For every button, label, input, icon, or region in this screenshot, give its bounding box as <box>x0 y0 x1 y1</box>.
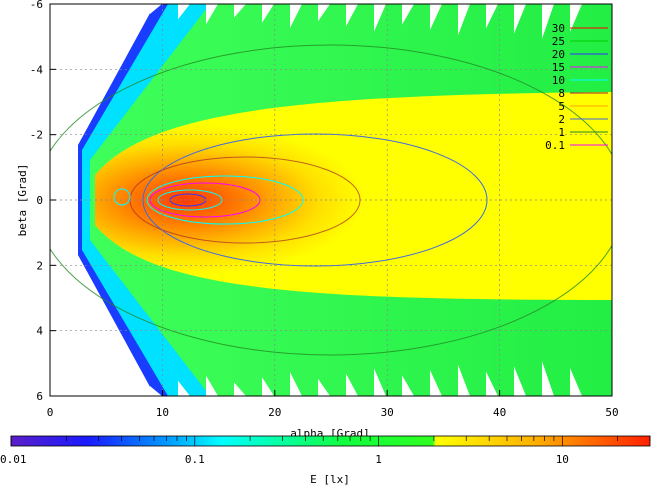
notch-bottom <box>374 368 386 396</box>
notch-bottom <box>514 366 526 396</box>
notch-top <box>430 4 442 30</box>
legend-label: 1 <box>558 126 565 139</box>
notch-bottom <box>234 382 246 396</box>
colorbar: 0.01 0.1 1 10 E [lx] <box>0 435 651 486</box>
legend-label: 15 <box>552 61 565 74</box>
notch-top <box>234 4 246 18</box>
x-tick-label: 40 <box>493 406 506 419</box>
notch-bottom <box>318 378 330 396</box>
notch-top <box>542 4 554 39</box>
y-tick-label: 2 <box>36 259 43 272</box>
x-tick-label: 30 <box>381 406 394 419</box>
colorbar-tick-label: 10 <box>556 453 569 466</box>
legend-label: 20 <box>552 48 565 61</box>
legend-label: 8 <box>558 87 565 100</box>
y-tick-label: 6 <box>36 390 43 403</box>
notch-bottom <box>346 373 358 396</box>
y-tick-label: -6 <box>30 0 43 11</box>
notch-bottom <box>262 377 274 396</box>
y-tick-label: -4 <box>30 63 44 76</box>
notch-top <box>206 4 218 25</box>
notch-bottom <box>402 375 414 396</box>
notch-top <box>374 4 386 32</box>
x-tick-label: 50 <box>605 406 618 419</box>
colorbar-tick-label: 0.01 <box>0 453 27 466</box>
notch-top <box>290 4 302 28</box>
notch-top <box>346 4 358 27</box>
y-axis: -6 -4 -2 0 2 4 6 <box>30 0 56 403</box>
notch-bottom <box>430 370 442 396</box>
notch-bottom <box>290 372 302 396</box>
notch-top <box>150 4 162 14</box>
colorbar-tick-label: 0.1 <box>185 453 205 466</box>
x-tick-label: 20 <box>268 406 281 419</box>
contour-outer-dark <box>50 44 612 356</box>
notch-bottom <box>178 380 190 396</box>
notch-bottom <box>150 386 162 396</box>
notch-top <box>402 4 414 25</box>
x-axis: 0 10 20 30 40 50 <box>47 390 619 419</box>
notch-top <box>570 4 582 32</box>
notch-top <box>514 4 526 34</box>
notch-bottom <box>542 361 554 396</box>
contour-small-left <box>113 188 131 206</box>
notch-top <box>318 4 330 22</box>
notch-top <box>262 4 274 23</box>
notch-bottom <box>486 371 498 396</box>
colorbar-label: E [lx] <box>310 473 350 486</box>
legend-label: 5 <box>558 100 565 113</box>
notch-top <box>458 4 470 36</box>
notch-bottom <box>206 375 218 396</box>
notch-top <box>178 4 190 20</box>
notch-bottom <box>458 364 470 396</box>
legend-label: 30 <box>552 22 565 35</box>
colorbar-tick-label: 1 <box>375 453 382 466</box>
y-tick-label: -2 <box>30 129 43 142</box>
x-tick-label: 10 <box>156 406 169 419</box>
y-tick-label: 4 <box>36 325 43 338</box>
notch-top <box>486 4 498 29</box>
notch-bottom <box>570 368 582 396</box>
legend-label: 0.1 <box>545 139 565 152</box>
x-tick-label: 0 <box>47 406 54 419</box>
legend-label: 10 <box>552 74 565 87</box>
y-tick-label: 0 <box>36 194 43 207</box>
y-axis-label: beta [Grad] <box>16 164 29 237</box>
legend-label: 2 <box>558 113 565 126</box>
legend-label: 25 <box>552 35 565 48</box>
